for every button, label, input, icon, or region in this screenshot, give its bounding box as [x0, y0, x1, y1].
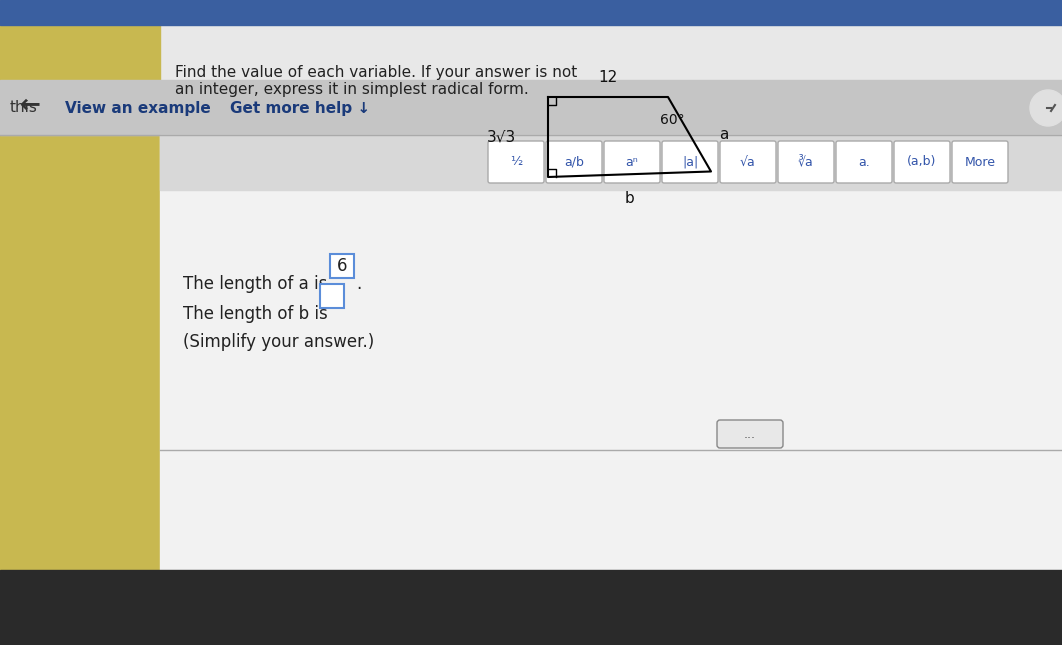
- Text: a.: a.: [858, 155, 870, 168]
- FancyBboxPatch shape: [778, 141, 834, 183]
- Bar: [0, 0, 1062, 25]
- Text: |a|: |a|: [682, 155, 698, 168]
- Text: View an example: View an example: [65, 101, 210, 115]
- Text: The length of b is: The length of b is: [183, 305, 328, 323]
- Text: 12: 12: [598, 70, 618, 85]
- FancyBboxPatch shape: [330, 254, 354, 278]
- Bar: [160, 135, 1062, 190]
- FancyBboxPatch shape: [717, 420, 783, 448]
- Text: The length of a is: The length of a is: [183, 275, 332, 293]
- Text: (Simplify your answer.): (Simplify your answer.): [183, 333, 374, 351]
- FancyBboxPatch shape: [720, 141, 776, 183]
- Text: ∛a: ∛a: [799, 155, 813, 168]
- Text: (a,b): (a,b): [907, 155, 937, 168]
- Text: a/b: a/b: [564, 155, 584, 168]
- FancyBboxPatch shape: [489, 141, 544, 183]
- Text: this: this: [10, 101, 38, 115]
- Text: .: .: [356, 275, 361, 293]
- Bar: [0, 570, 1062, 645]
- Text: a: a: [719, 126, 729, 142]
- Bar: [0, 0, 160, 645]
- Text: √a: √a: [740, 155, 756, 168]
- FancyBboxPatch shape: [662, 141, 718, 183]
- FancyBboxPatch shape: [604, 141, 660, 183]
- FancyBboxPatch shape: [546, 141, 602, 183]
- Text: Get more help ↓: Get more help ↓: [230, 101, 371, 115]
- Text: ...: ...: [744, 428, 756, 441]
- FancyBboxPatch shape: [894, 141, 950, 183]
- FancyBboxPatch shape: [836, 141, 892, 183]
- Text: Find the value of each variable. If your answer is not
an integer, express it in: Find the value of each variable. If your…: [175, 65, 578, 97]
- FancyBboxPatch shape: [952, 141, 1008, 183]
- Text: ½: ½: [510, 155, 523, 168]
- Circle shape: [1030, 90, 1062, 126]
- FancyBboxPatch shape: [320, 284, 344, 308]
- Text: 6: 6: [337, 257, 347, 275]
- Text: More: More: [964, 155, 995, 168]
- Text: ←: ←: [19, 93, 40, 117]
- Text: aⁿ: aⁿ: [626, 155, 638, 168]
- Text: b: b: [624, 191, 634, 206]
- Bar: [160, 110, 1062, 570]
- Bar: [0, 80, 1062, 135]
- Text: 60°: 60°: [660, 113, 685, 127]
- Text: 3√3: 3√3: [486, 130, 516, 144]
